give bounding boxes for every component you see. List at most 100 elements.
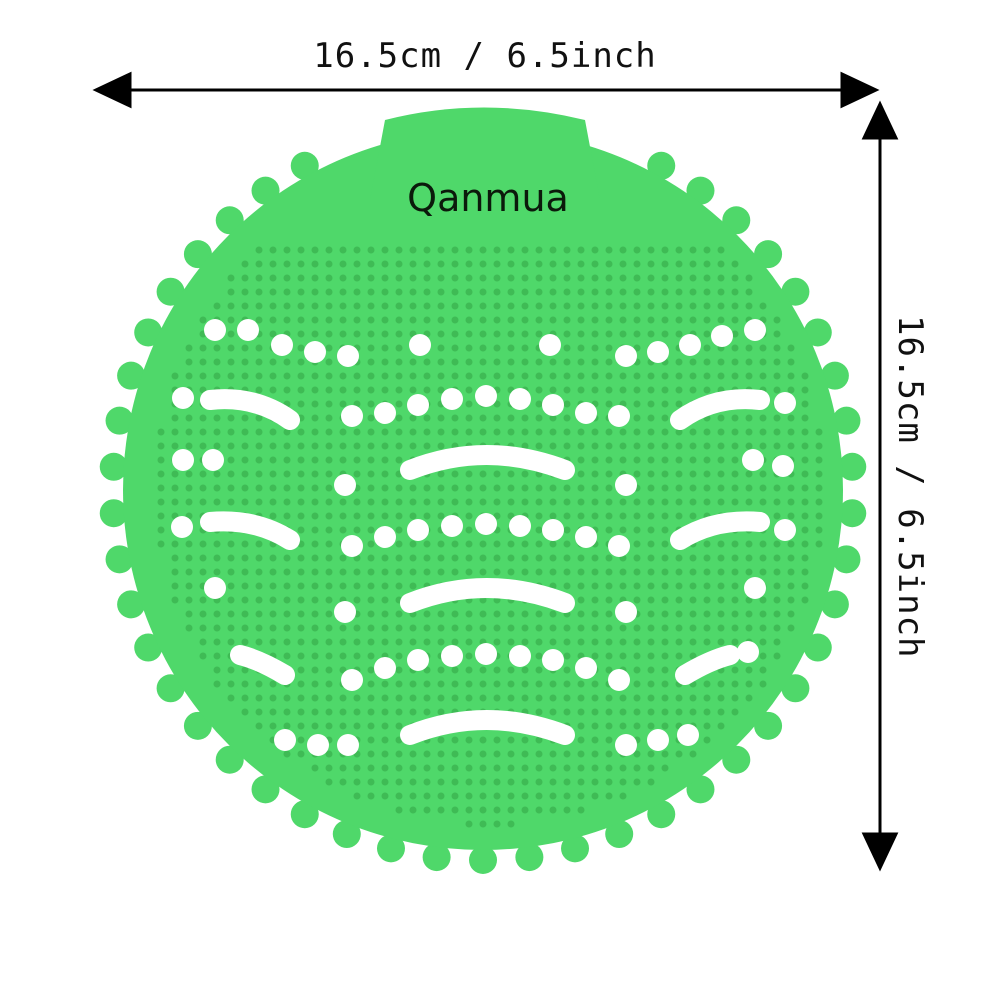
texture-nub [507,316,515,324]
drain-hole [608,669,630,691]
texture-nub [437,736,445,744]
texture-nub [241,260,249,268]
texture-nub [563,484,571,492]
texture-nub [619,330,627,338]
texture-nub [521,554,529,562]
drain-slot [670,511,770,550]
texture-nub [521,764,529,772]
texture-nub [535,806,543,814]
texture-nub [577,288,585,296]
texture-nub [367,526,375,534]
texture-nub [241,498,249,506]
texture-nub [563,624,571,632]
texture-nub [633,288,641,296]
texture-nub [241,372,249,380]
texture-nub [689,554,697,562]
texture-nub [535,610,543,618]
texture-nub [591,582,599,590]
texture-nub [535,526,543,534]
edge-tooth [781,277,810,306]
drain-hole [575,526,597,548]
texture-nub [213,344,221,352]
texture-nub [367,666,375,674]
texture-nub [759,470,767,478]
texture-nub [241,638,249,646]
texture-nub [493,792,501,800]
texture-nub [801,498,809,506]
texture-nub [451,666,459,674]
texture-nub [367,400,375,408]
texture-nub [605,778,613,786]
texture-nub [661,470,669,478]
texture-nub [619,260,627,268]
texture-nub [451,568,459,576]
texture-nub [297,652,305,660]
texture-nub [395,526,403,534]
texture-nub [675,484,683,492]
texture-nub [661,512,669,520]
texture-nub [381,778,389,786]
texture-nub [241,666,249,674]
texture-nub [409,638,417,646]
texture-nub [269,456,277,464]
texture-nub [493,330,501,338]
texture-nub [731,624,739,632]
edge-tooth [803,633,832,662]
texture-nub [549,750,557,758]
texture-nub [269,442,277,450]
texture-nub [437,344,445,352]
texture-nub [507,470,515,478]
texture-nub [731,596,739,604]
texture-nub [465,554,473,562]
texture-nub [269,680,277,688]
texture-nub [353,582,361,590]
texture-nub [479,358,487,366]
texture-nub [297,358,305,366]
texture-nub [675,400,683,408]
drain-hole [172,387,194,409]
texture-nub [367,680,375,688]
texture-nub [647,624,655,632]
texture-nub [591,610,599,618]
texture-nub [311,666,319,674]
texture-nub [633,456,641,464]
texture-nub [381,456,389,464]
texture-nub [339,274,347,282]
texture-nub [717,708,725,716]
texture-nub [591,274,599,282]
texture-nub [563,498,571,506]
texture-nub [367,246,375,254]
texture-nub [563,414,571,422]
texture-nub [591,778,599,786]
texture-nub [633,554,641,562]
texture-nub [731,344,739,352]
drain-hole [341,535,363,557]
texture-nub [773,582,781,590]
texture-nub [199,344,207,352]
texture-nub [381,750,389,758]
edge-tooth [754,711,783,740]
texture-nub [381,722,389,730]
texture-nub [591,484,599,492]
texture-nub [493,750,501,758]
texture-nub [227,498,235,506]
texture-nub [395,428,403,436]
texture-nub [493,498,501,506]
texture-nub [381,274,389,282]
texture-nub [591,554,599,562]
texture-nub [717,302,725,310]
texture-nub [801,568,809,576]
drain-hole [575,657,597,679]
texture-nub [787,554,795,562]
texture-nub [521,540,529,548]
texture-nub [577,470,585,478]
texture-nub [199,414,207,422]
texture-nub [255,470,263,478]
texture-nub [395,582,403,590]
texture-nub [493,554,501,562]
texture-nub [703,582,711,590]
texture-nub [297,736,305,744]
texture-nub [227,568,235,576]
texture-nub [311,484,319,492]
